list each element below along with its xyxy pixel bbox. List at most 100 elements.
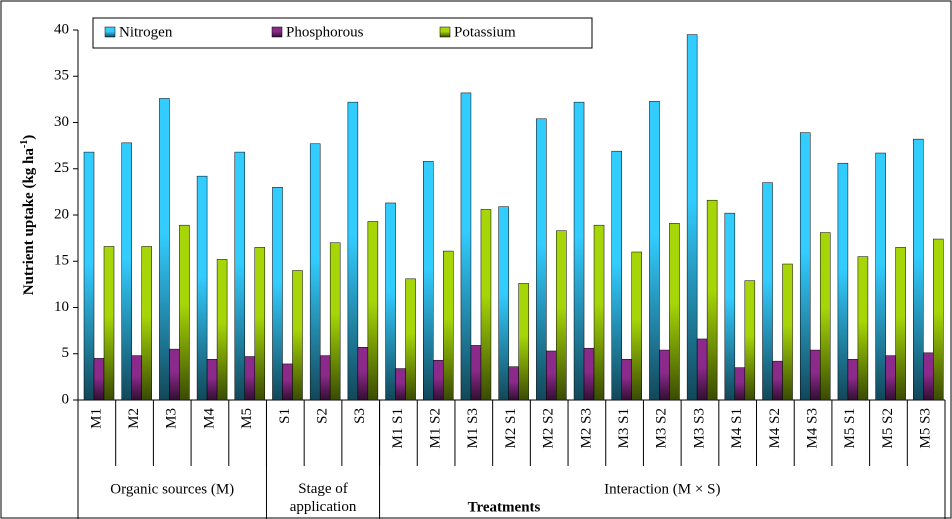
group-label: Interaction (M × S) bbox=[604, 481, 720, 497]
bar bbox=[857, 256, 869, 401]
bar bbox=[423, 161, 434, 401]
y-tick-label: 10 bbox=[54, 299, 69, 315]
group-label: Organic sources (M) bbox=[110, 481, 234, 497]
y-title-main: Nutrient uptake (kg ha bbox=[21, 148, 37, 296]
bar bbox=[706, 199, 718, 401]
bar bbox=[460, 92, 472, 401]
bar bbox=[546, 350, 557, 401]
x-tick-label: M3 bbox=[164, 408, 180, 429]
bar bbox=[206, 359, 218, 401]
y-tick-label: 40 bbox=[54, 21, 69, 37]
x-tick-label: M1 S3 bbox=[465, 408, 481, 448]
bar bbox=[93, 358, 105, 401]
bar bbox=[631, 251, 642, 401]
bar bbox=[799, 132, 811, 401]
group-label: Stage of application bbox=[290, 481, 357, 515]
bar bbox=[272, 187, 283, 401]
bar bbox=[913, 138, 924, 401]
bar bbox=[169, 348, 180, 401]
bar bbox=[433, 359, 444, 401]
x-tick-label: M3 S1 bbox=[616, 408, 632, 448]
bar bbox=[508, 366, 519, 401]
bar bbox=[669, 223, 680, 401]
legend-label: Nitrogen bbox=[119, 24, 173, 40]
bar bbox=[470, 345, 482, 401]
y-tick-label: 0 bbox=[62, 391, 70, 407]
bar bbox=[498, 206, 509, 401]
x-tick-label: M5 S3 bbox=[918, 408, 934, 448]
bar bbox=[196, 175, 208, 401]
x-tick-label: S2 bbox=[314, 408, 330, 424]
bar bbox=[895, 247, 906, 401]
legend-label: Phosphorous bbox=[286, 24, 364, 40]
bar bbox=[395, 368, 406, 401]
bar bbox=[875, 152, 886, 401]
bar bbox=[573, 101, 585, 401]
x-tick-label: M5 S2 bbox=[880, 408, 896, 448]
bar bbox=[611, 150, 622, 401]
bar bbox=[809, 349, 821, 401]
bar bbox=[282, 363, 293, 401]
bar bbox=[696, 338, 708, 401]
bar bbox=[621, 359, 632, 401]
bar bbox=[121, 142, 132, 401]
bar bbox=[329, 242, 341, 401]
x-tick-label: M5 bbox=[239, 408, 255, 429]
x-tick-label: M2 S3 bbox=[578, 408, 594, 448]
y-tick-label: 15 bbox=[54, 253, 69, 269]
bar bbox=[518, 283, 529, 401]
bar bbox=[536, 118, 547, 401]
x-tick-label: M1 S2 bbox=[428, 408, 444, 448]
bar bbox=[772, 360, 783, 401]
x-tick-label: M3 S3 bbox=[691, 408, 707, 448]
bar bbox=[254, 247, 266, 401]
x-tick-label: M2 bbox=[126, 408, 142, 429]
x-axis-title: Treatments bbox=[468, 499, 541, 515]
y-tick-label: 25 bbox=[54, 160, 69, 176]
y-tick-label: 35 bbox=[54, 68, 69, 84]
legend-swatch bbox=[271, 26, 283, 38]
bar bbox=[292, 270, 303, 401]
bar bbox=[933, 238, 944, 401]
y-tick-label: 5 bbox=[62, 345, 70, 361]
y-tick-label: 20 bbox=[54, 206, 69, 222]
bar bbox=[405, 278, 416, 401]
x-tick-label: M4 bbox=[201, 408, 217, 429]
bar bbox=[216, 259, 228, 401]
y-tick-label: 30 bbox=[54, 114, 69, 130]
bar bbox=[837, 162, 849, 401]
bar bbox=[103, 246, 115, 401]
x-tick-label: M4 S1 bbox=[729, 408, 745, 448]
x-tick-label: M2 S2 bbox=[541, 408, 557, 448]
bar bbox=[443, 250, 454, 401]
y-axis-title: Nutrient uptake (kg ha-1) bbox=[19, 135, 37, 295]
bar bbox=[724, 212, 736, 401]
bar bbox=[159, 98, 170, 401]
bar bbox=[309, 143, 321, 401]
x-tick-label: M1 S1 bbox=[390, 408, 406, 448]
y-title-end: ) bbox=[21, 135, 37, 140]
bar bbox=[367, 221, 379, 401]
bar bbox=[744, 280, 756, 401]
legend-box bbox=[92, 17, 593, 49]
legend-swatch bbox=[439, 26, 451, 38]
legend-label: Potassium bbox=[454, 24, 516, 40]
x-tick-label: M3 S2 bbox=[654, 408, 670, 448]
x-tick-label: M1 bbox=[88, 408, 104, 429]
bar bbox=[179, 224, 190, 401]
x-tick-label: S1 bbox=[277, 408, 293, 424]
bar bbox=[556, 230, 567, 401]
y-title-sup: -1 bbox=[19, 140, 30, 148]
bar bbox=[782, 263, 793, 401]
x-tick-label: M4 S3 bbox=[805, 408, 821, 448]
bar bbox=[734, 367, 746, 401]
bar bbox=[83, 151, 95, 401]
bar bbox=[762, 182, 773, 401]
bar bbox=[357, 347, 369, 401]
bar bbox=[385, 202, 396, 401]
bar bbox=[885, 355, 896, 401]
bar bbox=[649, 100, 660, 401]
legend-swatch bbox=[104, 26, 116, 38]
bar bbox=[819, 232, 831, 401]
